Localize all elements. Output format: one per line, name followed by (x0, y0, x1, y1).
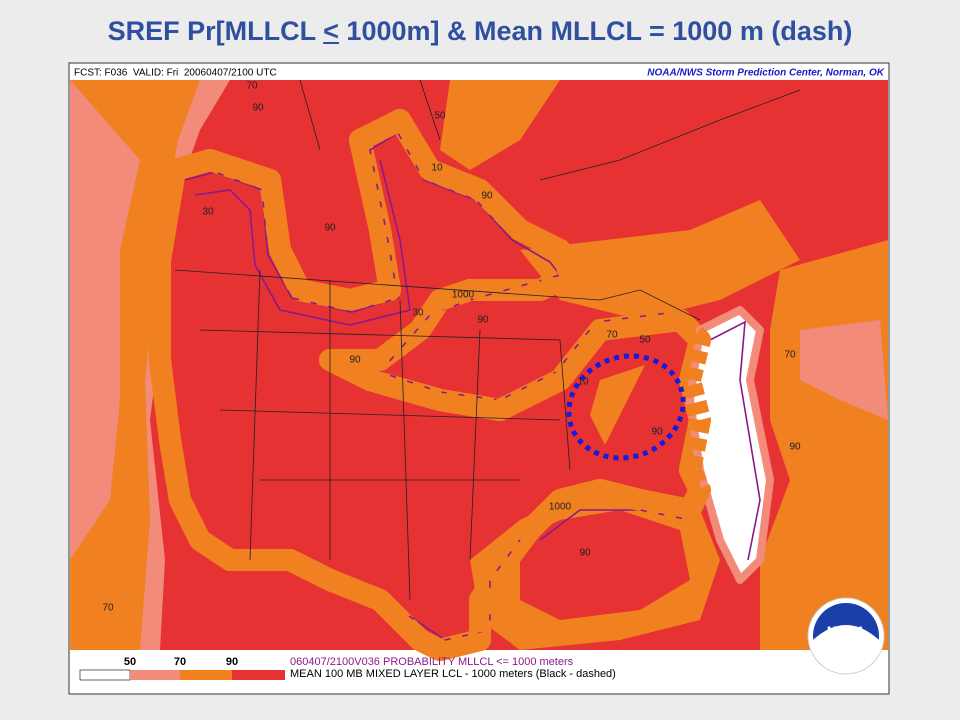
legend-line: MEAN 100 MB MIXED LAYER LCL - 1000 meter… (290, 668, 616, 680)
contour-label: 30 (202, 207, 214, 218)
logo-text: NOAA (827, 623, 866, 638)
noaa-logo: NOAA (807, 597, 885, 675)
contour-label: 90 (579, 548, 591, 559)
contour-label: 70 (784, 350, 796, 361)
contour-label: 90 (481, 191, 493, 202)
map-header (70, 64, 888, 80)
legend-line: 060407/2100V036 PROBABILITY MLLCL <= 100… (290, 656, 574, 668)
contour-label: 50 (434, 111, 446, 122)
contour-label: 90 (349, 355, 361, 366)
contour-label: 1000 (549, 502, 572, 513)
contour-label: 70 (246, 81, 258, 92)
contour-label: 50 (639, 335, 651, 346)
probability-90 (520, 510, 690, 620)
legend (79, 669, 285, 681)
contour-label: 10 (431, 163, 443, 174)
legend-label: 50 (124, 656, 136, 668)
logo-bird (813, 625, 879, 673)
contour-line (184, 131, 761, 641)
political-boundary (174, 79, 801, 601)
header-left: FCST: F036 VALID: Fri 20060407/2100 UTC (74, 68, 277, 79)
contour-label: 30 (412, 308, 424, 319)
contour-label: 90 (252, 103, 264, 114)
legend-label: 90 (226, 656, 238, 668)
contour-label: 70 (102, 603, 114, 614)
legend-label: 70 (174, 656, 186, 668)
highlight-ellipse (566, 353, 686, 461)
legend-swatch (79, 669, 131, 681)
contour-label: 90 (789, 442, 801, 453)
contour-label: 10 (577, 377, 589, 388)
title-symbol: < (323, 16, 339, 46)
contour-label: 90 (324, 223, 336, 234)
probability-50 (800, 320, 888, 420)
contour-label: 1000 (452, 290, 475, 301)
legend-swatch (232, 670, 285, 680)
contour-label: 70 (606, 330, 618, 341)
contour-label: 90 (477, 315, 489, 326)
legend-swatch (130, 670, 180, 680)
title-text: 1000m] & Mean MLLCL = 1000 m (dash) (338, 16, 853, 46)
legend-swatch (180, 670, 232, 680)
title: SREF Pr[MLLCL < 1000m] & Mean MLLCL = 10… (0, 16, 960, 47)
contour-label: 90 (651, 427, 663, 438)
header-right: NOAA/NWS Storm Prediction Center, Norman… (647, 68, 884, 79)
title-text: SREF Pr[MLLCL (107, 16, 324, 46)
